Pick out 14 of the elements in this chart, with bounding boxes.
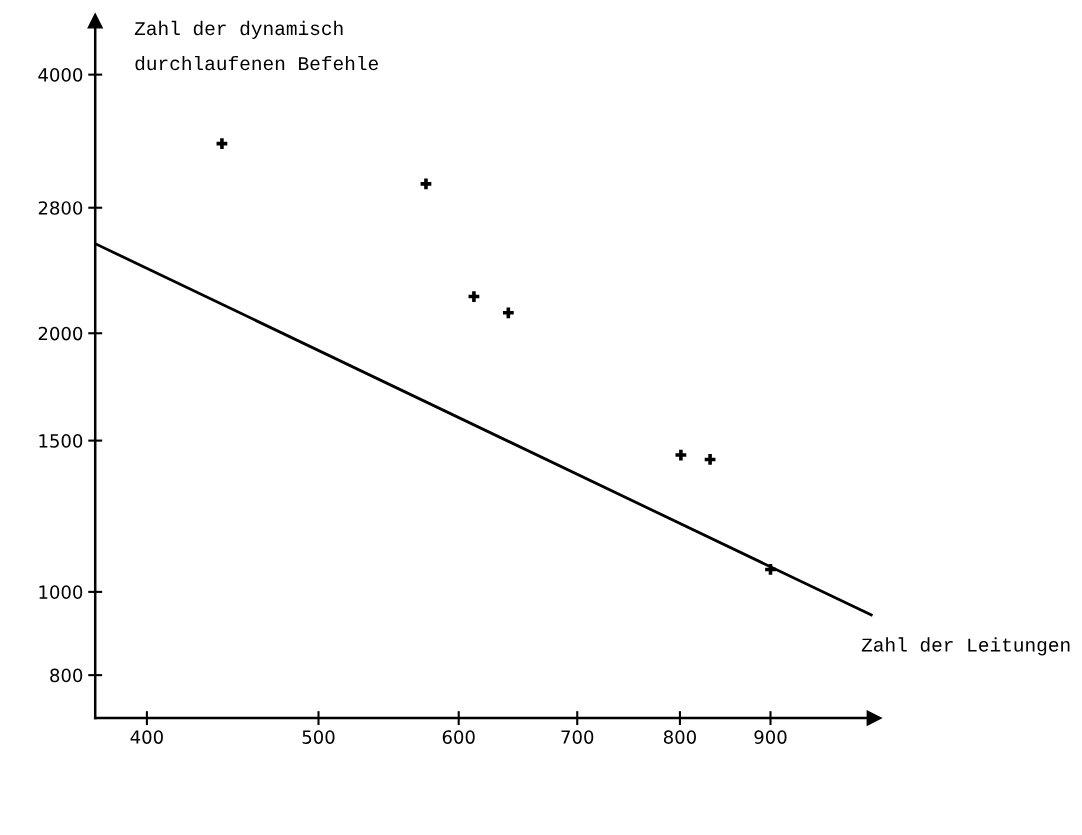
- y-tick-label: 2800: [38, 201, 83, 215]
- x-tick-label: 900: [754, 730, 787, 744]
- x-tick-label: 500: [302, 730, 335, 744]
- x-tick-label: 600: [442, 730, 475, 744]
- x-tick-label: 800: [663, 730, 696, 744]
- y-tick-label: 4000: [38, 68, 83, 82]
- x-tick-label: 700: [561, 730, 594, 744]
- x-axis-title: Zahl der Leitungen: [861, 637, 1070, 656]
- y-tick-label: 1500: [39, 434, 83, 448]
- y-tick-label: 800: [50, 668, 83, 683]
- y-axis-title: Zahl der dynamisch durchlaufenen Befehle: [134, 20, 378, 71]
- y-tick-label: 1000: [39, 585, 83, 599]
- y-tick-label: 2000: [38, 326, 83, 341]
- x-tick-label: 400: [130, 730, 163, 744]
